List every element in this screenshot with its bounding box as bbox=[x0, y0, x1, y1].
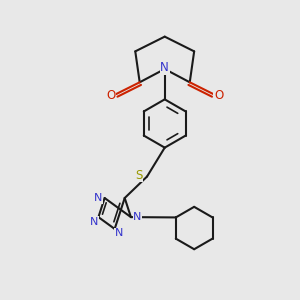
Text: O: O bbox=[214, 89, 223, 102]
Text: N: N bbox=[115, 228, 123, 238]
Text: N: N bbox=[160, 61, 169, 74]
Text: N: N bbox=[90, 217, 98, 226]
Text: S: S bbox=[135, 169, 142, 182]
Text: O: O bbox=[106, 89, 116, 102]
Text: N: N bbox=[133, 212, 142, 222]
Text: N: N bbox=[94, 193, 102, 203]
